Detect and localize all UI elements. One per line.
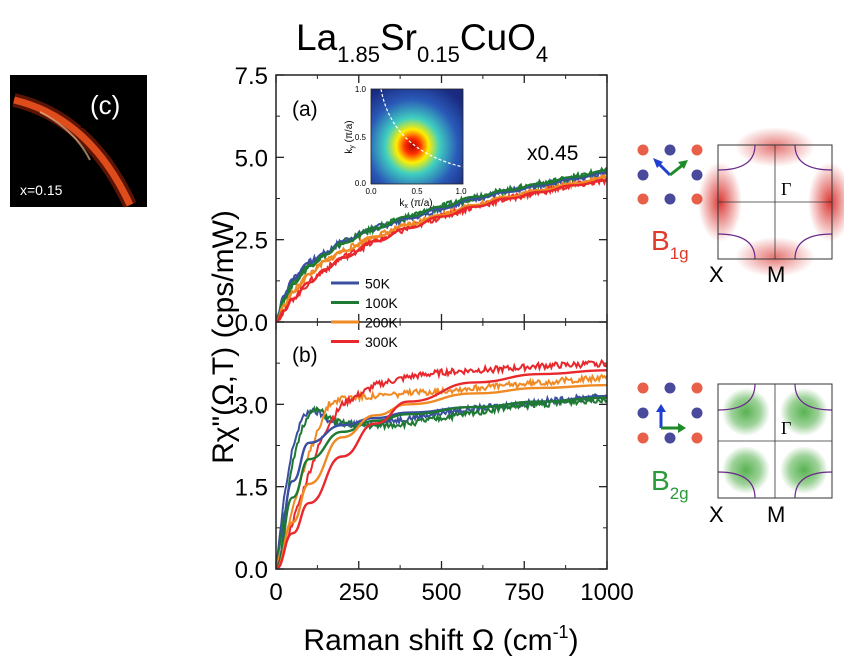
blue-atom (637, 169, 649, 181)
x-tick-label: 500 (421, 579, 461, 606)
x-tick-label: 0 (269, 579, 282, 606)
series-line-200K (276, 173, 607, 322)
y-tick-label: 0.0 (235, 557, 268, 584)
y-axis-label: Rχ"(Ω,T) (cps/mW) (207, 210, 240, 464)
x-tick-label: 750 (504, 579, 544, 606)
inset-y-label: ky (π/a) (344, 120, 356, 153)
b1g-diagram: B1g Γ X M (637, 127, 844, 287)
blue-arrowhead-icon (656, 404, 666, 412)
blue-atom (691, 169, 703, 181)
red-atom (691, 432, 703, 444)
blue-atom (664, 144, 676, 156)
blue-atom (664, 382, 676, 394)
y-tick-label: 3.0 (235, 392, 268, 419)
b1g-x-label: X (709, 262, 724, 287)
b2g-x-label: X (709, 502, 724, 527)
inset-xtick: 0.0 (365, 187, 377, 196)
b2g-diagram: B2g Γ X M (637, 382, 833, 527)
fit-line-300K (276, 179, 607, 322)
b1g-label: B1g (651, 225, 689, 263)
fit-line-300K (276, 369, 607, 569)
y-tick-label: 5.0 (235, 145, 268, 172)
blue-arrowhead-icon (653, 158, 663, 168)
blue-atom (664, 432, 676, 444)
fit-line-100K (276, 169, 607, 322)
blue-atom (691, 407, 703, 419)
panel-b-axes: 0.0 1.5 3.0 0 250 500 750 1000 (235, 322, 634, 606)
y-tick-label: 2.5 (235, 228, 268, 255)
inset-xtick: 0.5 (411, 187, 423, 196)
panel-a-label: (a) (292, 98, 318, 121)
x-tick-label: 250 (339, 579, 379, 606)
red-atom (637, 193, 649, 205)
inset-x-label: kx (π/a) (399, 198, 432, 210)
inset-ytick: 1.0 (355, 85, 367, 94)
legend: 50K 100K 200K 300K (331, 276, 398, 350)
series-line-300K (276, 176, 607, 322)
inset-ytick: 0.5 (355, 133, 367, 142)
green-arrowhead-icon (678, 160, 688, 169)
panel-c-label: (c) (90, 90, 120, 120)
y-tick-label: 1.5 (235, 475, 268, 502)
fit-line-100K (276, 396, 607, 569)
legend-label-300K: 300K (365, 334, 398, 350)
panel-c-image: (c) x=0.15 (10, 75, 147, 208)
series-line-300K (276, 358, 607, 569)
fit-line-50K (276, 171, 607, 322)
b1g-m-label: M (767, 262, 785, 287)
legend-label-50K: 50K (365, 276, 391, 292)
b2g-label: B2g (651, 465, 689, 503)
inset-ytick: 0.0 (355, 179, 367, 188)
y-tick-label: 7.5 (235, 63, 268, 90)
blue-atom (664, 193, 676, 205)
x-axis-label: Raman shift Ω (cm-1) (303, 622, 578, 657)
green-arrowhead-icon (678, 423, 686, 433)
b2g-m-label: M (767, 502, 785, 527)
red-atom (691, 144, 703, 156)
fit-line-200K (276, 175, 607, 322)
inset-xtick: 1.0 (455, 187, 467, 196)
blue-atom (637, 407, 649, 419)
red-atom (637, 144, 649, 156)
legend-label-100K: 100K (365, 295, 398, 311)
series-line-50K (276, 169, 607, 322)
red-atom (637, 432, 649, 444)
b2g-gamma: Γ (781, 418, 791, 438)
panel-c-doping: x=0.15 (20, 182, 63, 198)
b1g-gamma: Γ (781, 179, 791, 199)
legend-label-200K: 200K (365, 315, 398, 331)
panel-b-label: (b) (292, 344, 318, 367)
red-atom (637, 382, 649, 394)
scale-annotation: x0.45 (527, 142, 578, 165)
red-atom (691, 382, 703, 394)
y-tick-label: 0.0 (235, 310, 268, 337)
fit-line-200K (276, 383, 607, 569)
inset-map: 1.0 0.5 0.0 0.0 0.5 1.0 kx (π/a) ky (π/a… (344, 85, 467, 210)
panel-a-axes: 0.0 2.5 5.0 7.5 (235, 63, 608, 337)
chart-title: La1.85Sr0.15CuO4 (296, 17, 548, 67)
x-tick-label: 1000 (580, 579, 633, 606)
